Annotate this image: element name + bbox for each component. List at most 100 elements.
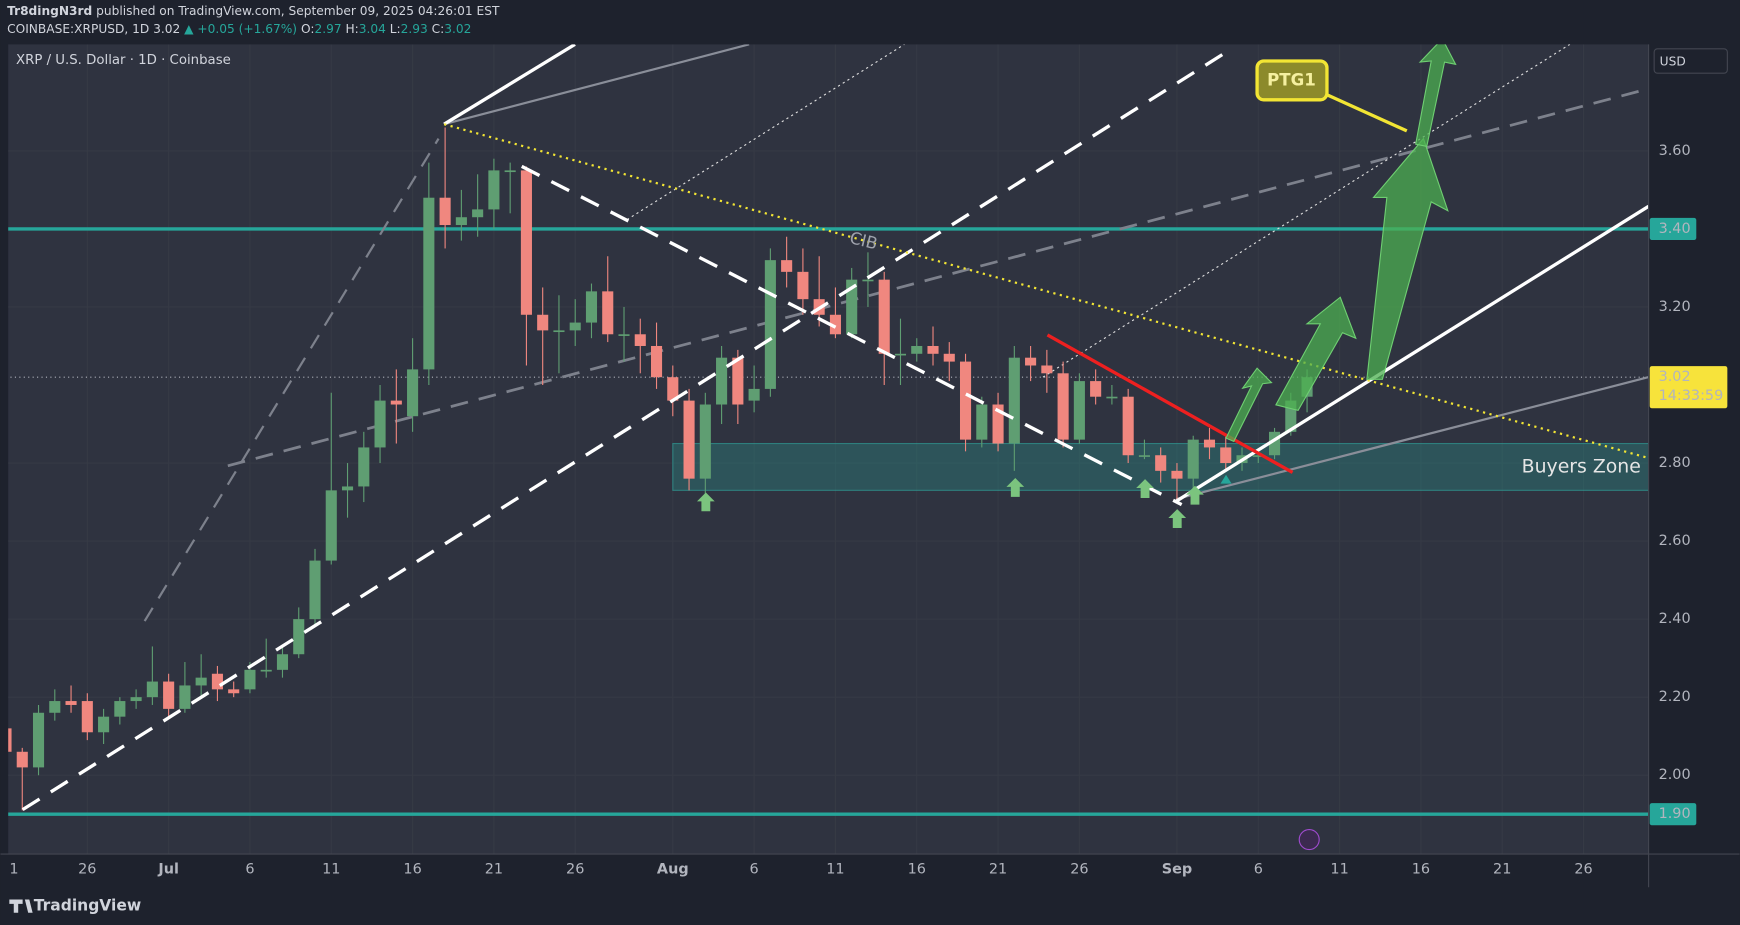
y-tick-label: 2.80 xyxy=(1659,455,1691,471)
arrow xyxy=(1225,367,1273,443)
candle-body xyxy=(943,353,955,362)
level-label: 1.90 xyxy=(1659,806,1691,822)
candle-body xyxy=(1171,470,1183,479)
candle-body xyxy=(1138,455,1150,457)
o-label: O: xyxy=(301,21,315,35)
candle-body xyxy=(455,217,467,226)
candle-body xyxy=(992,404,1004,444)
x-tick-label: 6 xyxy=(1254,862,1263,878)
dashed-line xyxy=(143,138,440,622)
candle-body xyxy=(1122,396,1134,456)
trend-line xyxy=(443,44,576,126)
candle-body xyxy=(309,560,321,620)
plot-area xyxy=(8,44,1649,855)
marker xyxy=(1186,485,1204,505)
candle-body xyxy=(699,404,711,479)
candle-body xyxy=(1155,455,1167,471)
candle-body xyxy=(537,314,549,331)
x-tick-label: 16 xyxy=(403,862,421,878)
candle-body xyxy=(1025,357,1037,366)
candle-body xyxy=(797,271,809,300)
level-label: 3.40 xyxy=(1659,221,1691,237)
o: 2.97 xyxy=(314,21,341,35)
icon xyxy=(1298,829,1320,851)
dotted-line xyxy=(626,44,905,221)
candle-body xyxy=(748,388,760,401)
candle-body xyxy=(81,701,93,733)
candle-body xyxy=(179,685,191,709)
y-tick-label: 2.60 xyxy=(1659,533,1691,549)
candle-body xyxy=(504,170,516,173)
candle-body xyxy=(585,291,598,323)
candle-body xyxy=(634,334,646,346)
candle-body xyxy=(1041,365,1053,374)
y-tick-label: 3.60 xyxy=(1659,143,1691,159)
x-tick-label: 21 xyxy=(1493,862,1511,878)
x-tick-label: 11 xyxy=(826,862,844,878)
candle-body xyxy=(374,400,386,448)
x-tick-label: 26 xyxy=(78,862,96,878)
axes: 2.00 2.20 2.40 2.60 2.80 3.20 3.60 1 26 Jul 6 11 16 2… xyxy=(9,143,1728,878)
change: ▲ +0.05 (+1.67%) xyxy=(184,21,297,35)
trend-line xyxy=(443,44,750,126)
candle-body xyxy=(98,716,110,733)
level-tag xyxy=(1649,803,1697,826)
candle-body xyxy=(114,701,126,717)
candle-body xyxy=(390,400,402,405)
candle-body xyxy=(683,400,695,479)
y-tick-label: 2.20 xyxy=(1659,689,1691,705)
candle-body xyxy=(341,486,354,491)
candle-body xyxy=(959,361,972,440)
candle-body xyxy=(423,197,435,370)
candle-body xyxy=(781,260,793,272)
price: 3.02 xyxy=(153,21,180,35)
x-tick-label: 26 xyxy=(566,862,584,878)
candle-body xyxy=(1220,447,1232,464)
last-price-tag xyxy=(1649,366,1728,409)
arrow xyxy=(1415,44,1457,148)
x-tick-label: 16 xyxy=(908,862,926,878)
x-tick-label: 6 xyxy=(750,862,759,878)
symbol: COINBASE:XRPUSD, 1D xyxy=(7,21,149,35)
candle-body xyxy=(244,669,256,690)
candle-body xyxy=(325,490,337,561)
buy-markers xyxy=(696,474,1232,528)
x-tick-label: 16 xyxy=(1412,862,1430,878)
h-label: H: xyxy=(345,21,358,35)
c-label: C: xyxy=(432,21,445,35)
candle-body xyxy=(520,170,532,315)
candle-body xyxy=(260,669,272,672)
candle-body xyxy=(1106,396,1118,399)
countdown: 14:33:59 xyxy=(1659,388,1724,404)
candle-body xyxy=(439,197,451,226)
candle-body xyxy=(716,357,728,405)
candle-body xyxy=(1090,381,1102,397)
candle-body xyxy=(1057,373,1069,440)
projection xyxy=(1225,44,1457,443)
marker xyxy=(696,492,715,512)
x-tick-label: 11 xyxy=(1330,862,1348,878)
brand: TradingView xyxy=(34,897,141,915)
candle-body xyxy=(829,314,841,335)
candle-body xyxy=(211,673,223,690)
x-tick-label: 21 xyxy=(485,862,503,878)
dashed-channel xyxy=(520,164,1183,507)
candle-body xyxy=(1285,400,1297,432)
candle-body xyxy=(130,697,142,702)
dotted-trend xyxy=(443,123,1649,460)
candle-body xyxy=(1073,381,1085,440)
arrow xyxy=(1275,296,1357,412)
candle-body xyxy=(667,377,679,401)
candle-body xyxy=(569,322,581,331)
candle-body xyxy=(1187,439,1199,479)
x-tick-label: 21 xyxy=(989,862,1007,878)
candle-body xyxy=(911,345,923,354)
candle-body xyxy=(146,681,158,698)
candle-body xyxy=(293,619,305,655)
callout-box xyxy=(1255,59,1329,102)
candle-body xyxy=(8,728,12,752)
published: published on TradingView.com, September … xyxy=(96,4,500,18)
l: 2.93 xyxy=(401,21,428,35)
y-tick-label: 2.00 xyxy=(1659,767,1691,783)
